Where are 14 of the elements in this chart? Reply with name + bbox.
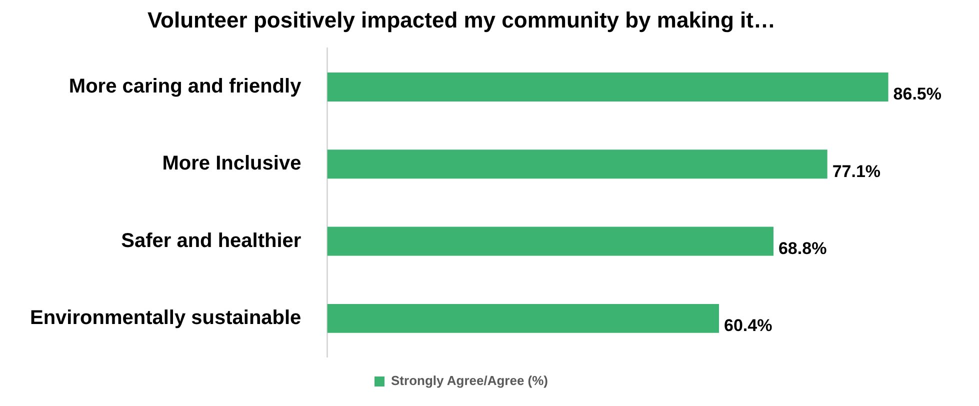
bar — [327, 72, 888, 102]
y-tick-label: Safer and healthier — [121, 230, 302, 252]
data-label: 60.4% — [724, 316, 772, 336]
chart-title: Volunteer positively impacted my community by making it… — [148, 7, 776, 32]
bar — [327, 304, 719, 333]
legend-label: Strongly Agree/Agree (%) — [391, 373, 548, 388]
data-label: 86.5% — [893, 84, 942, 104]
bar — [327, 226, 774, 256]
y-tick-label: Environmentally sustainable — [30, 306, 302, 329]
y-tick-label: More Inclusive — [162, 152, 302, 175]
y-tick-label: More caring and friendly — [68, 75, 302, 98]
bar — [327, 150, 828, 179]
data-label: 68.8% — [778, 238, 827, 258]
data-label: 77.1% — [832, 162, 881, 181]
